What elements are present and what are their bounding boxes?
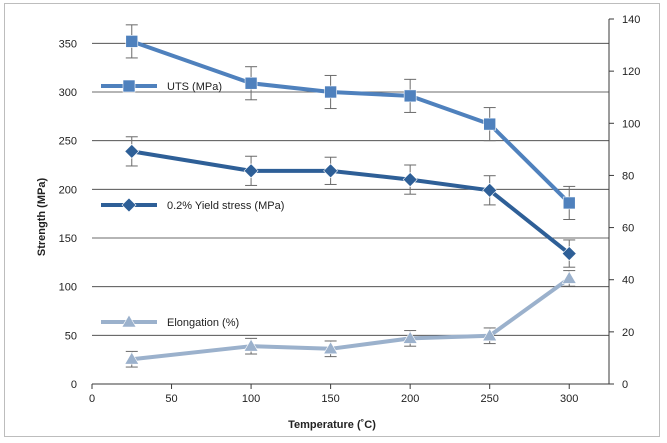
data-point — [561, 270, 577, 284]
series-line — [131, 276, 571, 362]
y-tick-label: 200 — [59, 184, 77, 196]
data-point — [323, 163, 339, 179]
legend-label: UTS (MPa) — [167, 81, 222, 93]
axes: 0 50 100 150 200 250 3000501001502002503003500… — [59, 14, 641, 405]
x-tick-label: 0 — [89, 393, 95, 405]
y-tick-label: 250 — [59, 136, 77, 148]
y-axis-title: Strength (MPa) — [36, 178, 48, 257]
legend-marker — [122, 79, 136, 93]
series-line — [131, 149, 571, 256]
data-point — [402, 330, 418, 344]
y-tick-label: 100 — [59, 282, 77, 294]
y2-tick-label: 60 — [622, 223, 634, 235]
y-tick-label: 350 — [59, 38, 77, 50]
data-point — [324, 85, 337, 99]
data-point — [483, 117, 496, 131]
data-point — [403, 89, 417, 103]
legend-label: Elongation (%) — [167, 317, 239, 329]
legend-marker — [121, 197, 137, 213]
x-axis-title: Temperature (˚C) — [288, 419, 376, 431]
data-point — [125, 35, 139, 48]
x-tick-label: 150 — [321, 393, 339, 405]
y2-tick-label: 120 — [622, 66, 640, 78]
data-point — [561, 246, 577, 261]
legend-item: UTS (MPa) — [101, 79, 222, 93]
series-square — [125, 24, 576, 221]
data-point — [482, 328, 498, 342]
series-diamond — [124, 136, 577, 268]
legend-item: Elongation (%) — [101, 314, 239, 329]
x-tick-label: 300 — [560, 393, 578, 405]
data-point — [402, 172, 418, 188]
x-tick-label: 100 — [242, 393, 260, 405]
y-tick-label: 0 — [71, 379, 77, 391]
data-point — [562, 196, 576, 210]
series-layer — [124, 24, 577, 368]
y2-tick-label: 0 — [622, 379, 628, 391]
x-tick-label: 250 — [481, 393, 499, 405]
data-point — [482, 182, 498, 198]
y2-tick-label: 140 — [622, 14, 640, 26]
y-tick-label: 150 — [59, 233, 77, 245]
data-point — [244, 76, 258, 90]
y2-tick-label: 100 — [622, 118, 640, 130]
data-point — [124, 351, 140, 365]
legend: UTS (MPa) 0.2% Yield stress (MPa) Elongati… — [101, 79, 284, 329]
y2-tick-label: 80 — [622, 170, 634, 182]
legend-item: 0.2% Yield stress (MPa) — [101, 197, 284, 213]
strength-temperature-chart: 0 50 100 150 200 250 3000501001502002503003500… — [36, 14, 641, 431]
data-point — [243, 163, 259, 179]
series-triangle — [124, 270, 577, 368]
chart-frame: 0 50 100 150 200 250 300 0 50 100 150 200 250 300 350 0… — [4, 3, 660, 437]
y2-tick-label: 40 — [622, 275, 634, 287]
series-line — [131, 39, 571, 205]
data-point — [124, 143, 140, 159]
data-point — [243, 338, 259, 352]
y-tick-label: 300 — [59, 87, 77, 99]
y2-tick-label: 20 — [622, 327, 634, 339]
x-tick-label: 200 — [401, 393, 419, 405]
legend-marker — [121, 314, 137, 328]
legend-label: 0.2% Yield stress (MPa) — [167, 200, 284, 212]
x-tick-label: 50 — [165, 393, 177, 405]
y-tick-label: 50 — [65, 330, 77, 342]
data-point — [323, 341, 339, 355]
